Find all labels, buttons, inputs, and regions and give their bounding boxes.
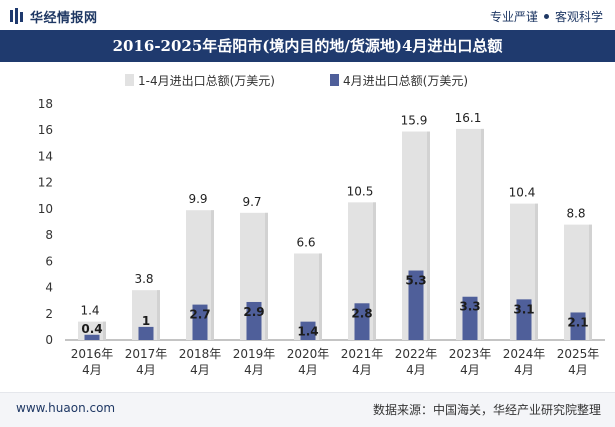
data-label-series2-2: 2.7 xyxy=(189,308,210,322)
top-bar: 华经情报网 专业严谨 客观科学 xyxy=(0,0,615,30)
y-tick-label-9: 18 xyxy=(38,97,53,111)
x-tick-label-7-line1: 2023年 xyxy=(449,347,492,361)
bar-series2-5 xyxy=(354,303,370,340)
data-label-series2-9: 2.1 xyxy=(567,315,588,329)
x-tick-label-9-line2: 4月 xyxy=(568,363,588,377)
x-tick-label-6-line2: 4月 xyxy=(406,363,426,377)
y-tick-label-3: 6 xyxy=(45,254,53,268)
data-label-series1-1: 3.8 xyxy=(134,272,153,286)
x-tick-label-6-line1: 2022年 xyxy=(395,347,438,361)
bar-series2-9 xyxy=(570,312,586,340)
y-tick-label-2: 4 xyxy=(45,281,53,295)
tagline-right: 客观科学 xyxy=(554,10,603,24)
data-label-series1-3: 9.7 xyxy=(242,195,261,209)
bar-series2-3 xyxy=(246,301,262,340)
x-tick-label-2-line1: 2018年 xyxy=(179,347,222,361)
bar-series1-edge-4 xyxy=(319,253,322,340)
x-tick-label-5-line2: 4月 xyxy=(352,363,372,377)
legend-label-2: 4月进出口总额(万美元) xyxy=(343,74,468,88)
bar-series2-1 xyxy=(138,326,154,340)
data-label-series2-7: 3.3 xyxy=(459,300,480,314)
x-tick-label-0-line1: 2016年 xyxy=(71,347,114,361)
legend-item-2[interactable]: 4月进出口总额(万美元) xyxy=(330,74,468,88)
data-label-series2-1: 1 xyxy=(142,314,150,328)
x-tick-label-4-line1: 2020年 xyxy=(287,347,330,361)
y-tick-label-7: 14 xyxy=(38,149,53,163)
x-tick-label-5-line1: 2021年 xyxy=(341,347,384,361)
footer-source: 数据来源：中国海关，华经产业研究院整理 xyxy=(372,403,601,417)
data-label-series1-9: 8.8 xyxy=(566,207,585,221)
x-tick-label-9-line1: 2025年 xyxy=(557,347,600,361)
x-tick-label-1-line1: 2017年 xyxy=(125,347,168,361)
title-bar: 2016-2025年岳阳市(境内目的地/货源地)4月进出口总额 xyxy=(0,30,615,62)
x-tick-label-8-line1: 2024年 xyxy=(503,347,546,361)
x-tick-label-1-line2: 4月 xyxy=(136,363,156,377)
data-label-series1-0: 1.4 xyxy=(80,304,99,318)
y-tick-label-5: 10 xyxy=(38,202,53,216)
legend-item-1[interactable]: 1-4月进出口总额(万美元) xyxy=(125,74,275,88)
chart-area: 1-4月进出口总额(万美元) 4月进出口总额(万美元) 0 2 4 6 8 10 12 14 16 1… xyxy=(0,62,615,392)
bar-series1-edge-3 xyxy=(265,212,268,340)
y-tick-label-8: 16 xyxy=(38,123,53,137)
bar-series1-edge-8 xyxy=(535,203,538,340)
bar-series2-2 xyxy=(192,304,208,340)
x-tick-label-4-line2: 4月 xyxy=(298,363,318,377)
chart-title: 2016-2025年岳阳市(境内目的地/货源地)4月进出口总额 xyxy=(112,37,503,55)
data-label-series1-5: 10.5 xyxy=(347,184,374,198)
brand-name: 华经情报网 xyxy=(30,10,98,26)
bar-series1-edge-6 xyxy=(427,131,430,340)
legend-label-1: 1-4月进出口总额(万美元) xyxy=(138,74,275,88)
bar-series1-edge-0 xyxy=(103,321,106,340)
tagline-dot-icon xyxy=(543,14,549,19)
bar-series1-edge-1 xyxy=(157,290,160,340)
bar-series2-4 xyxy=(300,321,316,340)
bar-series2-6 xyxy=(408,270,424,340)
tagline: 专业严谨 客观科学 xyxy=(490,8,603,25)
bar-series1-edge-5 xyxy=(373,202,376,340)
data-label-series2-8: 3.1 xyxy=(513,302,534,316)
x-tick-label-3-line2: 4月 xyxy=(244,363,264,377)
data-label-series2-3: 2.9 xyxy=(243,305,264,319)
data-label-series2-5: 2.8 xyxy=(351,306,372,320)
legend-swatch-1 xyxy=(125,74,134,86)
huajing-logo-icon xyxy=(10,8,23,24)
data-label-series2-6: 5.3 xyxy=(405,274,426,288)
data-label-series1-2: 9.9 xyxy=(188,192,207,206)
footer: www.huaon.com 数据来源：中国海关，华经产业研究院整理 xyxy=(0,392,615,427)
y-tick-label-4: 8 xyxy=(45,228,53,242)
data-label-series2-4: 1.4 xyxy=(297,325,318,339)
data-label-series1-4: 6.6 xyxy=(296,235,315,249)
x-tick-label-8-line2: 4月 xyxy=(514,363,534,377)
x-tick-label-7-line2: 4月 xyxy=(460,363,480,377)
y-tick-label-6: 12 xyxy=(38,176,53,190)
data-label-series1-6: 15.9 xyxy=(401,114,428,128)
data-label-series1-8: 10.4 xyxy=(509,186,536,200)
bar-series1-edge-9 xyxy=(589,224,592,340)
bar-series2-7 xyxy=(462,296,478,340)
x-tick-label-3-line1: 2019年 xyxy=(233,347,276,361)
y-tick-label-1: 2 xyxy=(45,307,53,321)
data-label-series2-0: 0.4 xyxy=(81,322,102,336)
x-tick-label-2-line2: 4月 xyxy=(190,363,210,377)
data-label-series1-7: 16.1 xyxy=(455,111,482,125)
legend-swatch-2 xyxy=(330,74,339,86)
brand[interactable]: 华经情报网 xyxy=(10,7,98,26)
bar-chart: 1-4月进出口总额(万美元) 4月进出口总额(万美元) 0 2 4 6 8 10 12 14 16 1… xyxy=(38,74,605,377)
bar-series1-edge-7 xyxy=(481,128,484,340)
bar-series1-edge-2 xyxy=(211,210,214,340)
bar-series2-8 xyxy=(516,299,532,340)
x-tick-label-0-line2: 4月 xyxy=(82,363,102,377)
bar-series2-0 xyxy=(84,334,100,340)
footer-url[interactable]: www.huaon.com xyxy=(16,401,116,415)
tagline-left: 专业严谨 xyxy=(489,10,538,24)
y-tick-label-0: 0 xyxy=(45,333,53,347)
